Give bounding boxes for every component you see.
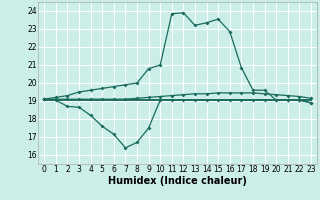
X-axis label: Humidex (Indice chaleur): Humidex (Indice chaleur) (108, 176, 247, 186)
